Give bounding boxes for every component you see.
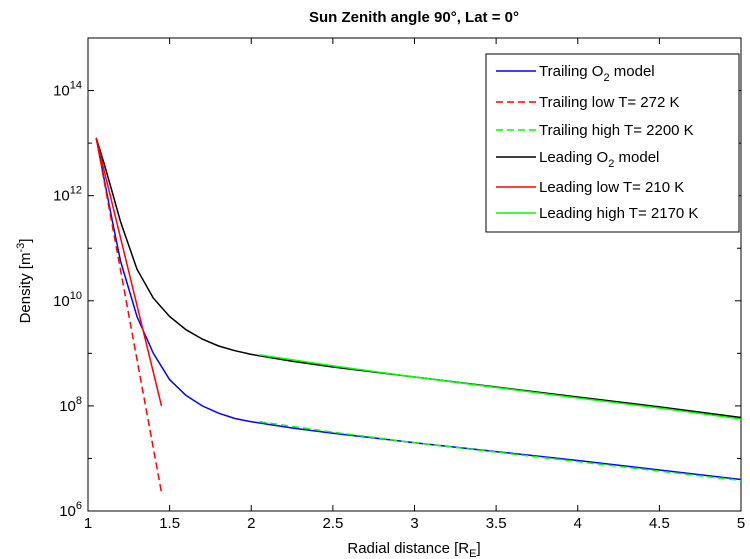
y-tick-label: 1014: [53, 80, 82, 100]
y-tick-label: 106: [59, 500, 82, 520]
legend-label-2: Trailing low T= 272 K: [539, 94, 680, 111]
series-line-2: [95, 137, 163, 493]
legend-label-3: Trailing high T= 2200 K: [539, 122, 694, 139]
x-tick-label: 3: [410, 515, 418, 532]
x-tick-label: 3.5: [486, 515, 507, 532]
chart-title: Sun Zenith angle 90°, Lat = 0°: [309, 9, 519, 26]
x-tick-label: 1: [84, 515, 92, 532]
x-tick-label: 2: [247, 515, 255, 532]
x-axis-label: Radial distance [RE]: [347, 540, 480, 559]
x-tick-label: 5: [737, 515, 745, 532]
legend-label-5: Leading low T= 210 K: [539, 179, 684, 196]
x-tick-label: 1.5: [159, 515, 180, 532]
x-tick-label: 4: [574, 515, 582, 532]
y-tick-label: 1012: [53, 185, 82, 205]
series-line-6: [259, 354, 742, 420]
legend-label-1: Trailing O2 model: [539, 63, 655, 84]
x-ticks: 1 1.5 2 2.5 3 3.5 4 4.5 5: [84, 38, 745, 532]
series-line-1: [95, 137, 742, 481]
legend-box: [485, 53, 740, 233]
x-tick-label: 2.5: [322, 515, 343, 532]
series-line-5: [95, 137, 163, 407]
legend: Trailing O2 model Trailing low T= 272 K Tr…: [485, 53, 740, 233]
y-tick-label: 1010: [53, 290, 82, 310]
y-axis-label: Density [m-3]: [15, 239, 34, 324]
y-ticks: 106 108 1010 1012 1014: [53, 37, 741, 520]
series-group: [95, 137, 742, 493]
legend-label-6: Leading high T= 2170 K: [539, 205, 698, 222]
y-tick-label: 108: [59, 395, 82, 415]
legend-label-4: Leading O2 model: [539, 149, 659, 170]
x-tick-label: 4.5: [649, 515, 670, 532]
